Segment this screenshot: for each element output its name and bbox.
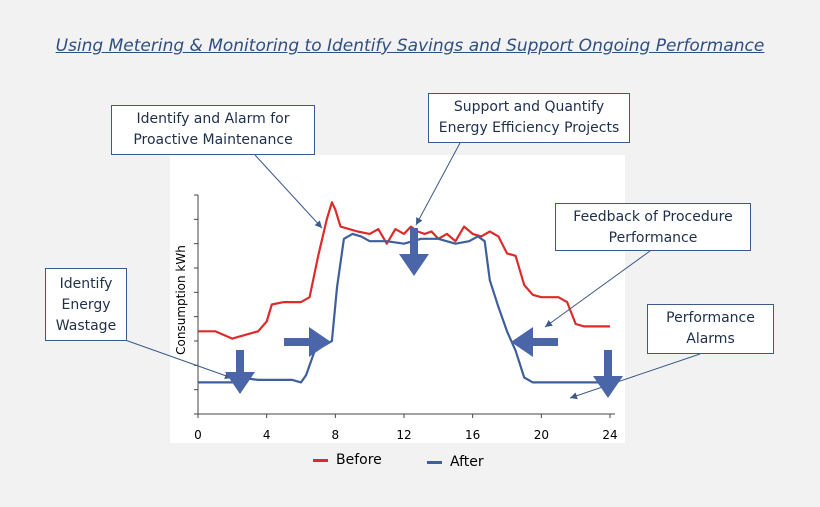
- callout-maintenance: Identify and Alarm for Proactive Mainten…: [111, 105, 315, 155]
- block-arrows: [225, 228, 623, 398]
- connector-line: [415, 142, 461, 226]
- legend-after: After: [427, 454, 484, 470]
- axes: 0 4 8 12 16 20 24: [194, 194, 618, 442]
- callout-feedback: Feedback of Procedure Performance: [555, 203, 751, 251]
- x-tick-label: 16: [465, 428, 480, 442]
- connector-arrowhead: [545, 320, 553, 327]
- connector-arrowhead: [570, 392, 578, 400]
- legend-before: Before: [313, 452, 382, 468]
- legend-after-swatch: [427, 460, 442, 464]
- x-tick-label: 4: [263, 428, 271, 442]
- y-axis-label: Consumption kWh: [174, 245, 188, 355]
- x-tick-label: 24: [602, 428, 617, 442]
- connector-line: [544, 250, 651, 328]
- legend-after-label: After: [450, 454, 484, 470]
- callout-connectors: [124, 142, 701, 400]
- down-arrow: [225, 350, 255, 394]
- plot-area: [170, 155, 625, 443]
- series-line-after: [198, 232, 610, 384]
- callout-alarms: Performance Alarms: [647, 304, 774, 354]
- x-tick-label: 12: [396, 428, 411, 442]
- connector-line: [124, 339, 233, 379]
- series-lines: [198, 201, 610, 384]
- series-line-before: [198, 201, 610, 340]
- x-tick-label: 20: [534, 428, 549, 442]
- connector-arrowhead: [416, 217, 423, 225]
- x-tick-label: 8: [332, 428, 340, 442]
- connector-arrowhead: [314, 220, 322, 228]
- legend-before-label: Before: [336, 452, 382, 468]
- connector-line: [254, 154, 323, 229]
- page-title: Using Metering & Monitoring to Identify …: [55, 36, 765, 56]
- left-arrow: [511, 327, 558, 357]
- right-arrow: [284, 327, 331, 357]
- connector-line: [569, 353, 701, 399]
- callout-projects: Support and Quantify Energy Efficiency P…: [428, 93, 630, 143]
- x-tick-label: 0: [194, 428, 202, 442]
- down-arrow: [593, 350, 623, 398]
- callout-wastage: Identify Energy Wastage: [45, 268, 127, 341]
- down-arrow: [399, 228, 429, 276]
- legend-before-swatch: [313, 458, 328, 462]
